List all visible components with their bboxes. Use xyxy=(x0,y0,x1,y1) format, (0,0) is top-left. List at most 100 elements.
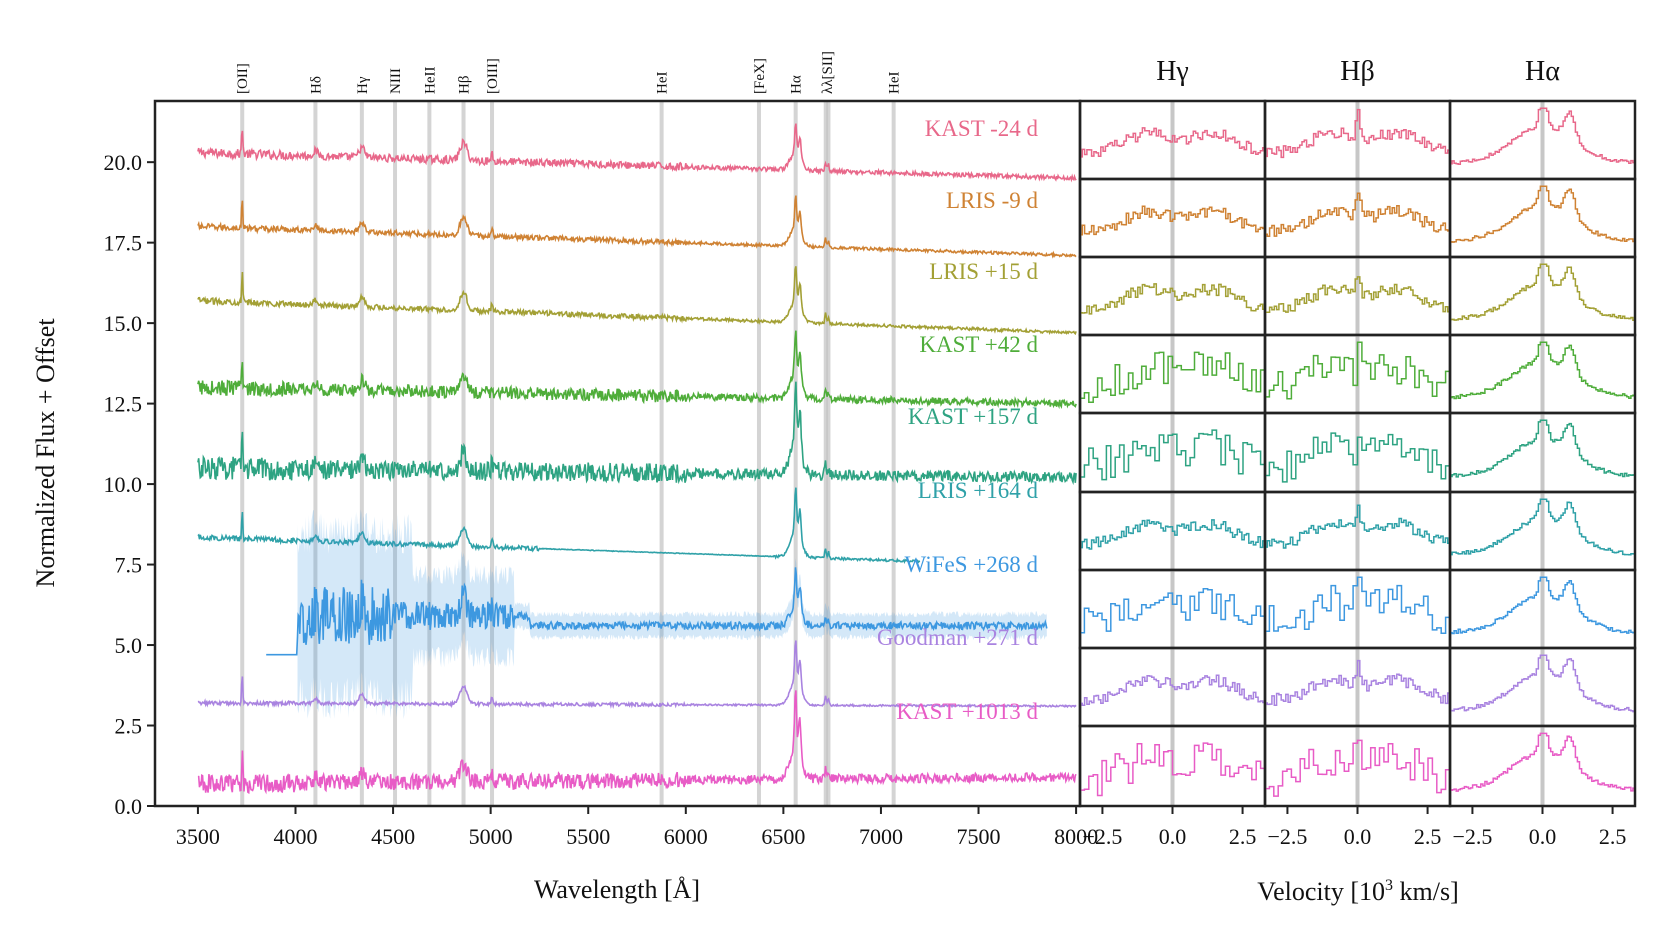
velocity-profile-line xyxy=(1265,276,1451,314)
epoch-label: KAST +1013 d xyxy=(896,699,1038,724)
line-label: [OIII] xyxy=(485,58,501,94)
epoch-label: KAST +42 d xyxy=(919,332,1038,357)
velocity-profile-line xyxy=(1450,341,1636,400)
velocity-column-titles: Hγ Hβ Hα xyxy=(1156,56,1560,87)
spectrum-line xyxy=(197,640,1077,710)
velocity-column-title: Hγ xyxy=(1156,56,1189,87)
y-axis-ticks: 0.0 2.5 5.0 7.5 10.0 12.5 15.0 17.5 20.0 xyxy=(104,150,155,819)
velocity-x-tick-label: 0.0 xyxy=(1159,824,1187,849)
velocity-profile-line xyxy=(1450,419,1636,478)
velocity-profile-line xyxy=(1450,263,1636,322)
line-label: HeII xyxy=(422,67,438,94)
velocity-profile-line xyxy=(1450,576,1636,635)
spectrum-line xyxy=(197,195,1077,259)
line-label: Hδ xyxy=(308,76,324,94)
epoch-label: LRIS +164 d xyxy=(918,478,1039,503)
velocity-x-tick-label: −2.5 xyxy=(1082,824,1122,849)
y-tick-label: 12.5 xyxy=(104,392,143,417)
y-tick-label: 15.0 xyxy=(104,311,143,336)
line-label-layer: [OII] Hδ Hγ NIII HeII Hβ [OIII] HeI [FeX] Hα λλ[SI… xyxy=(235,51,902,94)
velocity-x-tick-label: 0.0 xyxy=(1529,824,1557,849)
x-tick-label: 7000 xyxy=(859,824,903,849)
velocity-profile-line xyxy=(1265,341,1451,400)
velocity-x-tick-label: 2.5 xyxy=(1599,824,1627,849)
velocity-x-tick-label: −2.5 xyxy=(1267,824,1307,849)
velocity-x-tick-label: 2.5 xyxy=(1229,824,1257,849)
y-tick-label: 7.5 xyxy=(115,553,143,578)
epoch-label-layer: KAST -24 d LRIS -9 d LRIS +15 d KAST +42 d K… xyxy=(877,116,1039,724)
x-tick-label: 4500 xyxy=(371,824,415,849)
line-label: Hγ xyxy=(355,76,371,94)
velocity-profile-line xyxy=(1080,742,1266,797)
velocity-profile-line xyxy=(1080,351,1266,404)
velocity-column-title: Hβ xyxy=(1340,56,1374,87)
velocity-column-title: Hα xyxy=(1525,56,1560,87)
velocity-x-ticks: −2.5 0.0 2.5 −2.5 0.0 2.5 −2.5 0.0 2.5 xyxy=(1082,806,1626,849)
velocity-profile-line xyxy=(1080,519,1266,550)
y-tick-label: 20.0 xyxy=(104,150,143,175)
x-tick-label: 3500 xyxy=(176,824,220,849)
epoch-label: Goodman +271 d xyxy=(877,625,1039,650)
velocity-profile-line xyxy=(1450,654,1636,713)
x-axis-title: Wavelength [Å] xyxy=(534,875,700,904)
line-label: [FeX] xyxy=(752,58,768,94)
velocity-profile-line xyxy=(1265,504,1451,549)
y-axis-title: Normalized Flux + Offset xyxy=(31,318,60,588)
x-tick-label: 5000 xyxy=(469,824,513,849)
spectra-series-layer xyxy=(197,123,1077,795)
velocity-axis-title: Velocity [103 km/s] xyxy=(1257,877,1459,906)
line-label: NIII xyxy=(388,68,404,94)
velocity-panels: Hγ Hβ Hα −2.5 0.0 2.5 −2.5 0.0 2.5 −2.5 0.0 2.5 Ve… xyxy=(1078,56,1637,906)
velocity-profile-line xyxy=(1265,659,1451,707)
velocity-profile-line xyxy=(1080,283,1266,315)
x-tick-label: 6500 xyxy=(761,824,805,849)
wifes-error-band xyxy=(297,509,1047,720)
y-tick-label: 10.0 xyxy=(104,472,143,497)
velocity-axis-superscript: 3 xyxy=(1385,877,1393,894)
y-tick-label: 2.5 xyxy=(115,714,143,739)
velocity-profile-line xyxy=(1080,205,1266,236)
x-tick-label: 8000 xyxy=(1054,824,1098,849)
velocity-profile-line xyxy=(1265,739,1451,797)
velocity-profile-line xyxy=(1265,108,1451,159)
line-label: HeI xyxy=(887,72,903,95)
x-tick-label: 5500 xyxy=(566,824,610,849)
spectrum-line xyxy=(197,381,1077,486)
velocity-profile-line xyxy=(1265,576,1451,635)
line-label: Hα xyxy=(789,75,805,94)
line-label: λλ[SII] xyxy=(820,51,836,94)
velocity-x-tick-label: 0.0 xyxy=(1344,824,1372,849)
y-tick-label: 17.5 xyxy=(104,231,143,256)
velocity-x-tick-label: 2.5 xyxy=(1414,824,1442,849)
spectrum-line xyxy=(197,266,1077,336)
spectrum-line xyxy=(266,567,1048,656)
velocity-profile-line xyxy=(1080,588,1266,634)
line-label: HeI xyxy=(655,72,671,95)
spectrum-line xyxy=(197,487,921,564)
epoch-label: WiFeS +268 d xyxy=(905,552,1039,577)
spectrum-line xyxy=(197,690,1077,795)
spectrum-line xyxy=(197,123,1077,183)
y-tick-label: 5.0 xyxy=(115,633,143,658)
x-tick-label: 6000 xyxy=(664,824,708,849)
velocity-profile-line xyxy=(1450,498,1636,556)
main-plot: 3500 4000 4500 5000 5500 6000 6500 7000 7500 8000… xyxy=(31,51,1098,904)
velocity-profile-line xyxy=(1080,429,1266,481)
epoch-label: LRIS +15 d xyxy=(929,259,1038,284)
velocity-profile-line xyxy=(1080,127,1266,158)
epoch-label: LRIS -9 d xyxy=(946,188,1039,213)
velocity-profile-line xyxy=(1080,674,1266,706)
x-tick-label: 4000 xyxy=(274,824,318,849)
epoch-label: KAST +157 d xyxy=(908,404,1039,429)
spectrum-line xyxy=(197,330,1077,410)
y-tick-label: 0.0 xyxy=(115,794,143,819)
x-tick-label: 7500 xyxy=(957,824,1001,849)
epoch-label: KAST -24 d xyxy=(925,116,1039,141)
velocity-profile-line xyxy=(1265,432,1451,483)
velocity-profile-line xyxy=(1450,732,1636,792)
velocity-x-tick-label: −2.5 xyxy=(1452,824,1492,849)
velocity-profile-line xyxy=(1450,107,1636,165)
velocity-panel-grid xyxy=(1078,99,1637,808)
velocity-profile-line xyxy=(1265,192,1450,238)
